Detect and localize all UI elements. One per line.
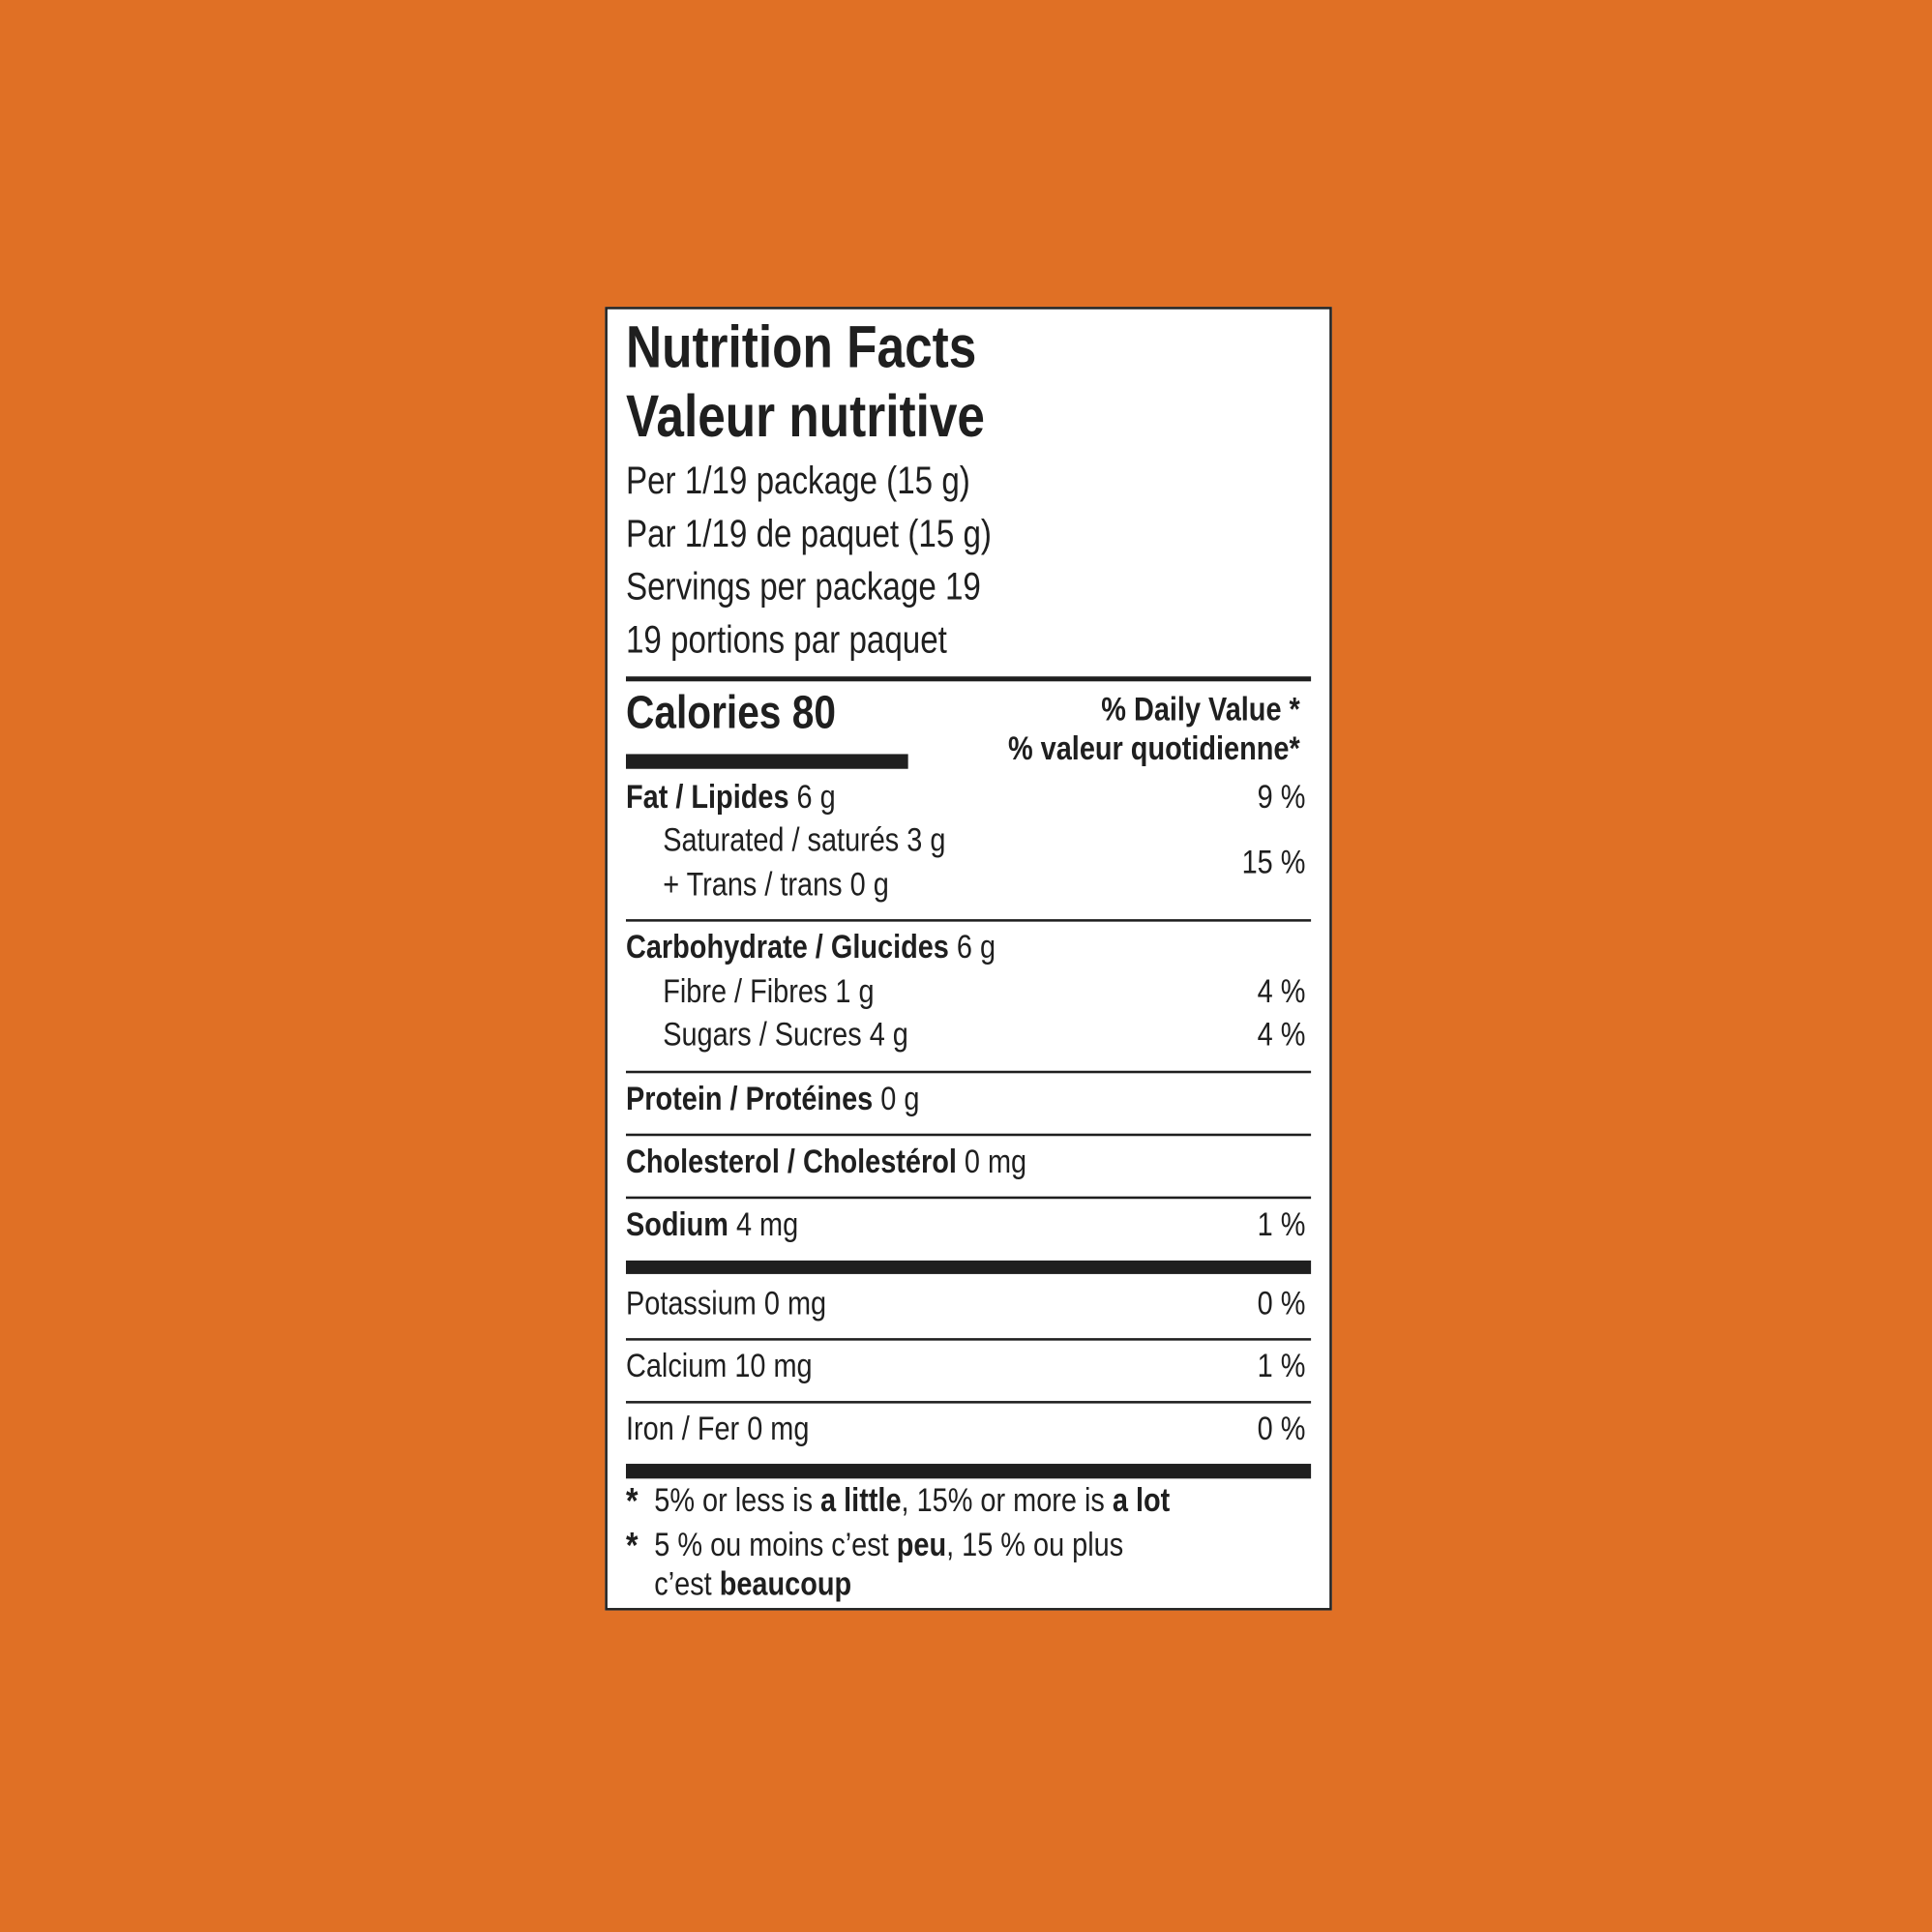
iron-row: Iron / Fer 0 mg xyxy=(625,1410,810,1447)
divider xyxy=(625,1070,1312,1074)
calories: Calories 80 xyxy=(625,687,836,740)
saturated-row: Saturated / saturés 3 g xyxy=(663,820,946,859)
thick-divider xyxy=(625,1260,1312,1274)
trans-row: + Trans / trans 0 g xyxy=(663,865,889,903)
sugars-dv: 4 % xyxy=(1258,1016,1307,1054)
servings-per-package-en: Servings per package 19 xyxy=(625,564,981,609)
title-en: Nutrition Facts xyxy=(625,315,977,381)
divider xyxy=(625,1133,1312,1137)
calcium-row: Calcium 10 mg xyxy=(625,1347,813,1384)
servings-per-package-fr: 19 portions par paquet xyxy=(625,617,947,662)
title-fr: Valeur nutritive xyxy=(625,384,985,450)
serving-size-fr: Par 1/19 de paquet (15 g) xyxy=(625,512,992,555)
footnote-fr-line2: c’est beaucoup xyxy=(654,1565,852,1603)
thick-divider xyxy=(625,1464,1312,1479)
serving-size-en: Per 1/19 package (15 g) xyxy=(625,459,970,502)
footnote-en: 5% or less is a little, 15% or more is a… xyxy=(654,1481,1171,1519)
sugars-row: Sugars / Sucres 4 g xyxy=(663,1016,908,1054)
nutrition-facts-label xyxy=(605,307,1332,1611)
protein-row: Protein / Protéines 0 g xyxy=(625,1080,920,1117)
fibre-row: Fibre / Fibres 1 g xyxy=(663,972,875,1010)
carbohydrate-row: Carbohydrate / Glucides 6 g xyxy=(625,928,996,966)
fat-row: Fat / Lipides 6 g xyxy=(625,778,836,816)
divider xyxy=(625,919,1312,922)
fat-dv: 9 % xyxy=(1258,778,1307,816)
daily-value-header-fr: % valeur quotidienne* xyxy=(1007,729,1300,767)
calcium-dv: 1 % xyxy=(1258,1347,1307,1384)
footnote-fr: 5 % ou moins c’est peu, 15 % ou plus xyxy=(654,1526,1124,1563)
daily-value-header-en: % Daily Value * xyxy=(1101,690,1300,728)
saturated-trans-dv: 15 % xyxy=(1242,843,1307,880)
fibre-dv: 4 % xyxy=(1258,972,1307,1010)
cholesterol-row: Cholesterol / Cholestérol 0 mg xyxy=(625,1143,1027,1180)
potassium-row: Potassium 0 mg xyxy=(625,1284,827,1322)
divider xyxy=(625,1196,1312,1200)
divider xyxy=(625,676,1312,682)
potassium-dv: 0 % xyxy=(1258,1284,1307,1322)
sodium-dv: 1 % xyxy=(1258,1205,1307,1243)
divider xyxy=(625,1338,1312,1341)
footnote-asterisk: * xyxy=(625,1480,639,1522)
divider xyxy=(625,1401,1312,1404)
calories-bar xyxy=(625,754,908,769)
iron-dv: 0 % xyxy=(1258,1410,1307,1447)
footnote-asterisk: * xyxy=(625,1525,639,1566)
sodium-row: Sodium 4 mg xyxy=(625,1205,799,1243)
